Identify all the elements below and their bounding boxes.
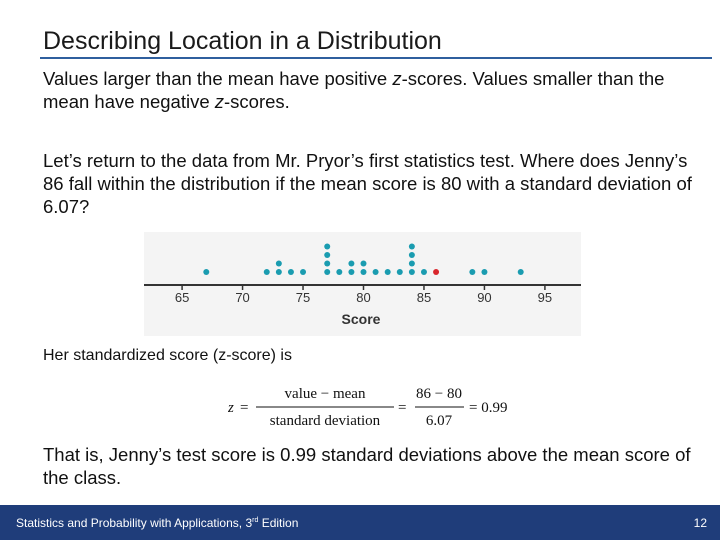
title-underline: [40, 57, 712, 59]
formula-result: = 0.99: [469, 400, 507, 416]
data-dot: [300, 269, 307, 275]
data-dot: [348, 269, 355, 275]
data-dot: [469, 269, 476, 275]
formula-denominator-1: standard deviation: [270, 413, 381, 429]
data-dot: [203, 269, 210, 275]
data-dot: [420, 269, 427, 275]
data-dot: [348, 260, 355, 267]
data-dot: [408, 252, 415, 258]
data-dot: [324, 260, 331, 267]
conclusion-paragraph: That is, Jenny’s test score is 0.99 stan…: [43, 444, 691, 488]
data-dot: [408, 269, 415, 275]
formula-numerator-1: value − mean: [285, 386, 366, 402]
x-axis-ticks: [181, 285, 546, 290]
x-tick-label: 85: [417, 290, 431, 305]
data-dot: [275, 269, 282, 275]
dotplot-chart: 65 70 75 80 85 90 95 Score: [144, 243, 581, 327]
x-axis-label: Score: [342, 311, 381, 327]
data-dot: [408, 260, 415, 267]
data-dot: [372, 269, 379, 275]
formula-denominator-2: 6.07: [426, 413, 453, 429]
page-number: 12: [693, 516, 707, 530]
intro-z-2: z: [214, 91, 225, 112]
x-tick-label: 65: [175, 290, 189, 305]
dot-series: [203, 243, 524, 275]
footer-book-title: Statistics and Probability with Applicat…: [16, 516, 298, 530]
data-dot: [360, 260, 367, 267]
data-dot: [481, 269, 488, 275]
formula-z: z: [228, 400, 234, 416]
footer-text-a: Statistics and Probability with Applicat…: [16, 516, 253, 530]
data-dot: [336, 269, 343, 275]
intro-paragraph: Values larger than the mean have positiv…: [43, 67, 693, 113]
data-dot: [517, 269, 524, 275]
data-dot: [324, 269, 331, 275]
data-dot: [275, 260, 282, 267]
footer-text-sup: rd: [252, 517, 259, 524]
footer-bar: Statistics and Probability with Applicat…: [0, 505, 720, 540]
dotplot-figure: 65 70 75 80 85 90 95 Score: [144, 232, 581, 336]
intro-text-b: -scores. Values smaller than the mean ha…: [43, 68, 665, 112]
data-dot: [287, 269, 294, 275]
intro-text-a: Values larger than the mean have positiv…: [43, 68, 393, 89]
data-dot: [384, 269, 391, 275]
data-dot: [324, 252, 331, 258]
footer-text-b: Edition: [258, 516, 299, 530]
zscore-formula: z = value − mean standard deviation = 86…: [227, 382, 528, 432]
formula-numerator-2: 86 − 80: [416, 386, 462, 402]
slide-title: Describing Location in a Distribution: [43, 27, 442, 55]
x-tick-label: 90: [477, 290, 491, 305]
intro-text-c: -scores.: [224, 91, 290, 112]
x-tick-label: 80: [356, 290, 370, 305]
formula-equals-2: =: [398, 400, 406, 416]
x-axis-tick-labels: 65 70 75 80 85 90 95: [175, 290, 552, 305]
formula-equals-1: =: [240, 400, 248, 416]
data-dot: [396, 269, 403, 275]
question-paragraph: Let’s return to the data from Mr. Pryor’…: [43, 150, 692, 217]
data-dot: [360, 269, 367, 275]
data-dot: [408, 243, 415, 250]
highlighted-dot: [433, 269, 440, 275]
zscore-intro: Her standardized score (z-score) is: [43, 347, 292, 364]
x-tick-label: 75: [296, 290, 310, 305]
x-tick-label: 95: [538, 290, 552, 305]
intro-z-1: z: [392, 68, 402, 89]
data-dot: [263, 269, 270, 275]
x-tick-label: 70: [235, 290, 249, 305]
data-dot: [324, 243, 331, 250]
